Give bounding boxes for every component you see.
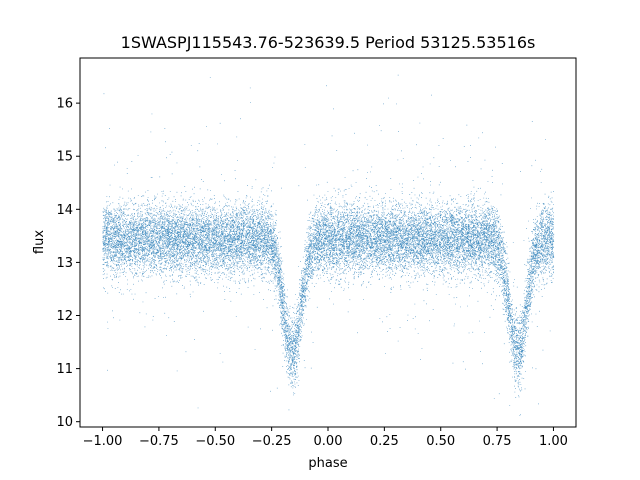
y-tick-label: 16 [56, 97, 73, 112]
y-tick-label: 14 [56, 203, 73, 218]
x-tick-label: 0.50 [426, 434, 455, 449]
x-tick-label: 0.00 [314, 434, 343, 449]
x-tick-label: 0.25 [370, 434, 399, 449]
x-tick-label: −0.25 [252, 434, 292, 449]
x-axis-ticks: −1.00 −0.75 −0.50 −0.25 0.00 0.25 0.50 0.75 1.00 [83, 427, 568, 449]
data-point-cloud [102, 74, 555, 416]
y-tick-label: 12 [56, 309, 73, 324]
y-tick-label: 13 [56, 256, 73, 271]
x-tick-label: −1.00 [83, 434, 123, 449]
x-tick-label: 1.00 [539, 434, 568, 449]
x-tick-label: 0.75 [483, 434, 512, 449]
plot-area-frame [79, 57, 577, 428]
x-axis-label: phase [308, 456, 347, 471]
x-tick-label: −0.75 [139, 434, 179, 449]
y-tick-label: 15 [56, 150, 73, 165]
y-axis-label: flux [32, 230, 47, 254]
y-tick-label: 10 [56, 415, 73, 430]
y-axis-ticks: 10 11 12 13 14 15 16 [56, 97, 80, 430]
x-tick-label: −0.50 [195, 434, 235, 449]
chart-title: 1SWASPJ115543.76-523639.5 Period 53125.5… [121, 33, 536, 52]
y-tick-label: 11 [56, 362, 73, 377]
scatter-points [102, 74, 555, 416]
